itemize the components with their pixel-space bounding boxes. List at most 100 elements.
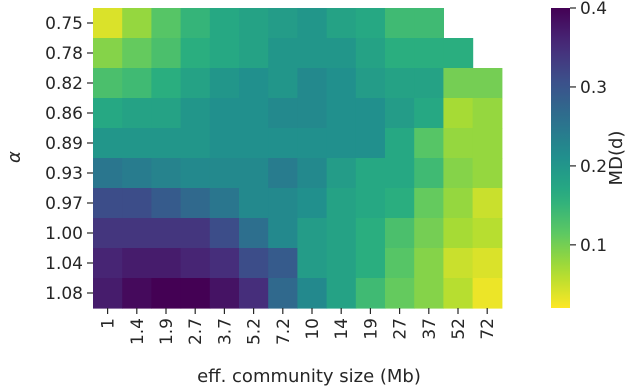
- heatmap-cell: [239, 218, 269, 249]
- x-axis-label: eff. community size (Mb): [197, 366, 421, 387]
- heatmap-cell: [180, 98, 211, 129]
- heatmap-cell: [414, 128, 444, 159]
- heatmap-cell: [93, 248, 123, 279]
- heatmap-cell: [239, 128, 269, 159]
- heatmap-cell: [151, 68, 182, 99]
- x-tick-label: 2.7: [186, 318, 206, 345]
- x-tick-labels: 1 1.4 1.9 2.7 3.7 5.2 7.2 10 14 19 27 37 52 72: [99, 308, 498, 345]
- heatmap-cell: [151, 278, 182, 309]
- heatmap-cell: [122, 248, 152, 279]
- heatmap-cell: [385, 218, 415, 249]
- colorbar: [551, 8, 570, 308]
- x-tick-label: 52: [449, 318, 469, 340]
- heatmap-cell: [355, 278, 386, 309]
- heatmap-cell: [472, 68, 503, 99]
- y-tick-label: 1.08: [45, 284, 83, 304]
- heatmap-cell: [93, 158, 123, 189]
- heatmap-cell: [122, 68, 152, 99]
- heatmap-cell: [268, 128, 298, 159]
- x-tick-label: 19: [361, 318, 381, 340]
- heatmap-cell: [443, 248, 474, 279]
- heatmap-cell: [209, 98, 240, 129]
- heatmap-cell: [414, 248, 444, 279]
- heatmap-cell: [443, 68, 474, 99]
- y-tick-label: 0.97: [45, 194, 83, 214]
- heatmap-cell: [268, 68, 298, 99]
- heatmap-cell: [151, 218, 182, 249]
- heatmap-cell: [151, 248, 182, 279]
- heatmap-cell: [355, 218, 386, 249]
- heatmap-cell: [414, 158, 444, 189]
- heatmap-cell: [326, 158, 357, 189]
- heatmap-cell: [355, 8, 386, 39]
- heatmap-cell: [355, 98, 386, 129]
- heatmap-cell: [414, 278, 444, 309]
- heatmap-cell: [414, 8, 444, 39]
- heatmap-cell: [151, 158, 182, 189]
- y-tick-label: 0.93: [45, 164, 83, 184]
- heatmap-cell: [385, 278, 415, 309]
- heatmap-cell: [326, 98, 357, 129]
- heatmap-cell: [151, 98, 182, 129]
- heatmap-cell: [472, 218, 503, 249]
- heatmap-cell: [443, 278, 474, 309]
- x-tick-label: 27: [391, 318, 411, 340]
- heatmap-cell: [180, 68, 211, 99]
- heatmap-cell: [151, 8, 182, 39]
- heatmap-cell: [355, 188, 386, 219]
- heatmap-cell: [239, 38, 269, 69]
- heatmap-cell: [414, 98, 444, 129]
- heatmap-cell: [268, 248, 298, 279]
- y-tick-label: 1.04: [45, 254, 83, 274]
- heatmap-cell: [239, 248, 269, 279]
- heatmap-cell: [151, 188, 182, 219]
- y-tick-label: 0.78: [45, 44, 83, 64]
- heatmap-cell: [472, 128, 503, 159]
- x-tick-label: 72: [478, 318, 498, 340]
- heatmap-cell: [385, 128, 415, 159]
- heatmap-cell: [297, 98, 328, 129]
- heatmap-cell: [472, 158, 503, 189]
- heatmap-cell: [414, 68, 444, 99]
- heatmap-cell: [268, 218, 298, 249]
- colorbar-tick-label: 0.4: [580, 0, 607, 19]
- heatmap-cell: [180, 128, 211, 159]
- heatmap-cell: [209, 218, 240, 249]
- heatmap-cell: [268, 38, 298, 69]
- heatmap-cell: [326, 68, 357, 99]
- heatmap-cell: [268, 8, 298, 39]
- heatmap-cell: [122, 158, 152, 189]
- heatmap-cell: [297, 158, 328, 189]
- heatmap-cell: [472, 188, 503, 219]
- heatmap-cell: [385, 68, 415, 99]
- colorbar-ticks: 0.1 0.2 0.3 0.4: [570, 0, 607, 256]
- heatmap-cell: [122, 38, 152, 69]
- heatmap-cell: [180, 8, 211, 39]
- y-tick-label: 0.86: [45, 104, 83, 124]
- heatmap-cell: [326, 218, 357, 249]
- heatmap-cell: [122, 128, 152, 159]
- heatmap-cell: [326, 188, 357, 219]
- heatmap-cell: [122, 98, 152, 129]
- heatmap-cells: [93, 8, 503, 309]
- heatmap-cell: [297, 8, 328, 39]
- heatmap-cell: [297, 278, 328, 309]
- y-tick-label: 1.00: [45, 224, 83, 244]
- colorbar-tick-label: 0.3: [580, 78, 607, 98]
- heatmap-cell: [93, 218, 123, 249]
- heatmap-cell: [180, 158, 211, 189]
- heatmap-cell: [268, 158, 298, 189]
- colorbar-label: MD(d): [606, 131, 627, 186]
- x-tick-label: 14: [332, 318, 352, 340]
- heatmap-cell: [443, 38, 474, 69]
- heatmap-cell: [443, 98, 474, 129]
- x-tick-label: 1: [99, 318, 119, 329]
- heatmap-cell: [443, 158, 474, 189]
- heatmap-cell: [472, 98, 503, 129]
- x-tick-label: 37: [420, 318, 440, 340]
- heatmap-cell: [180, 278, 211, 309]
- heatmap-cell: [297, 218, 328, 249]
- x-tick-label: 5.2: [245, 318, 265, 345]
- y-axis-label: α: [4, 151, 25, 163]
